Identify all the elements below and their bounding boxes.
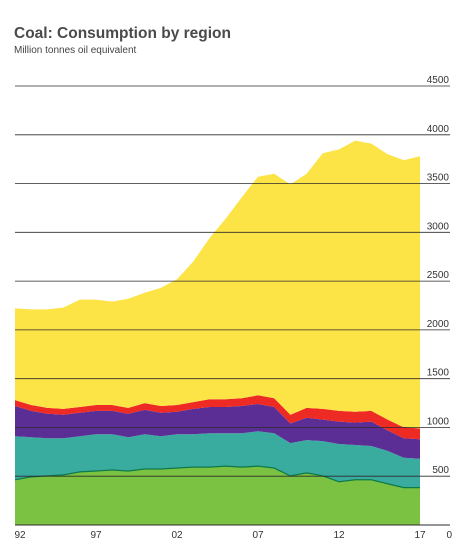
- y-axis-ticks: 0 500 1000 1500 2000 2500 3000 3500 4000 4500: [427, 75, 453, 541]
- y-tick-label-3000: 3000: [427, 221, 450, 232]
- chart-subtitle: Million tonnes oil equivalent: [14, 45, 137, 56]
- y-tick-label-500: 500: [432, 465, 449, 476]
- chart-title: Coal: Consumption by region: [14, 25, 231, 42]
- y-tick-label-2500: 2500: [427, 270, 450, 281]
- area-series-5: [15, 140, 420, 429]
- area-series-group: [14, 140, 420, 525]
- x-tick-label-92: 92: [14, 530, 26, 541]
- x-tick-label-17: 17: [414, 530, 426, 541]
- area-series-1: [15, 465, 420, 525]
- area-series-4: [15, 395, 420, 440]
- y-tick-label-2000: 2000: [427, 319, 450, 330]
- y-tick-label-0: 0: [446, 530, 452, 541]
- x-axis-ticks: 92 97 02 07 12 17: [14, 530, 426, 541]
- area-series-2: [15, 431, 420, 487]
- y-tick-label-1500: 1500: [427, 368, 450, 379]
- y-tick-label-4500: 4500: [427, 75, 450, 86]
- y-tick-label-4000: 4000: [427, 124, 450, 135]
- x-tick-label-97: 97: [90, 530, 102, 541]
- y-tick-label-3500: 3500: [427, 173, 450, 184]
- x-tick-label-07: 07: [252, 530, 264, 541]
- area-series-3: [15, 404, 420, 459]
- x-tick-label-02: 02: [171, 530, 183, 541]
- x-tick-label-12: 12: [333, 530, 345, 541]
- y-tick-label-1000: 1000: [427, 416, 450, 427]
- gridlines: [15, 85, 450, 526]
